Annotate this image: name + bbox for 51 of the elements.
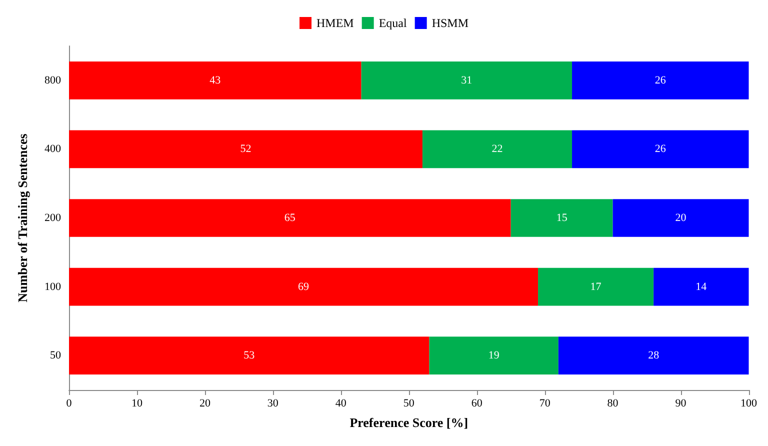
bar [69,130,422,168]
x-tick-label: 90 [675,398,687,410]
data-label: 31 [461,74,472,86]
bar [510,199,613,237]
y-tick-label: 400 [44,143,62,156]
bar [69,199,511,237]
x-tick-label: 20 [199,398,211,410]
x-tick-label: 100 [740,398,758,410]
bar [538,268,654,306]
legend-label: HSMM [432,16,469,30]
data-label: 26 [654,74,666,86]
bar [361,61,572,100]
bar [558,336,749,375]
x-tick-label: 0 [66,398,72,410]
bar [422,130,572,168]
data-label: 52 [240,143,252,156]
data-label: 28 [648,350,660,362]
bar [69,61,362,100]
data-label: 69 [298,280,310,293]
data-label: 43 [210,74,222,86]
y-axis-title: Number of Training Sentences [15,134,30,302]
x-tick-label: 10 [131,398,143,410]
y-tick-label: 50 [50,350,62,362]
x-tick-label: 70 [539,398,551,410]
x-tick-label: 40 [335,398,347,410]
bar [572,61,749,100]
data-label: 26 [654,143,666,156]
data-label: 20 [675,212,687,224]
y-tick-label: 800 [44,74,62,86]
bar [654,268,749,306]
x-tick-label: 80 [607,398,619,410]
data-label: 15 [556,212,568,224]
data-label: 22 [492,143,503,156]
bar [69,336,430,375]
x-tick-label: 60 [471,398,483,410]
bar [612,199,749,237]
bar [429,336,558,375]
y-tick-label: 100 [44,280,62,293]
x-tick-label: 30 [267,398,279,410]
bar [69,268,538,306]
legend-label: Equal [378,16,408,30]
data-label: 14 [696,280,708,293]
legend-label: HMEM [316,16,354,30]
bar [572,130,749,168]
y-tick-label: 200 [44,212,62,224]
data-label: 17 [590,280,602,293]
data-label: 53 [244,350,256,362]
x-tick-label: 50 [403,398,415,410]
data-label: 19 [488,350,500,362]
data-label: 65 [284,212,296,224]
x-axis-title: Preference Score [%] [350,415,468,430]
